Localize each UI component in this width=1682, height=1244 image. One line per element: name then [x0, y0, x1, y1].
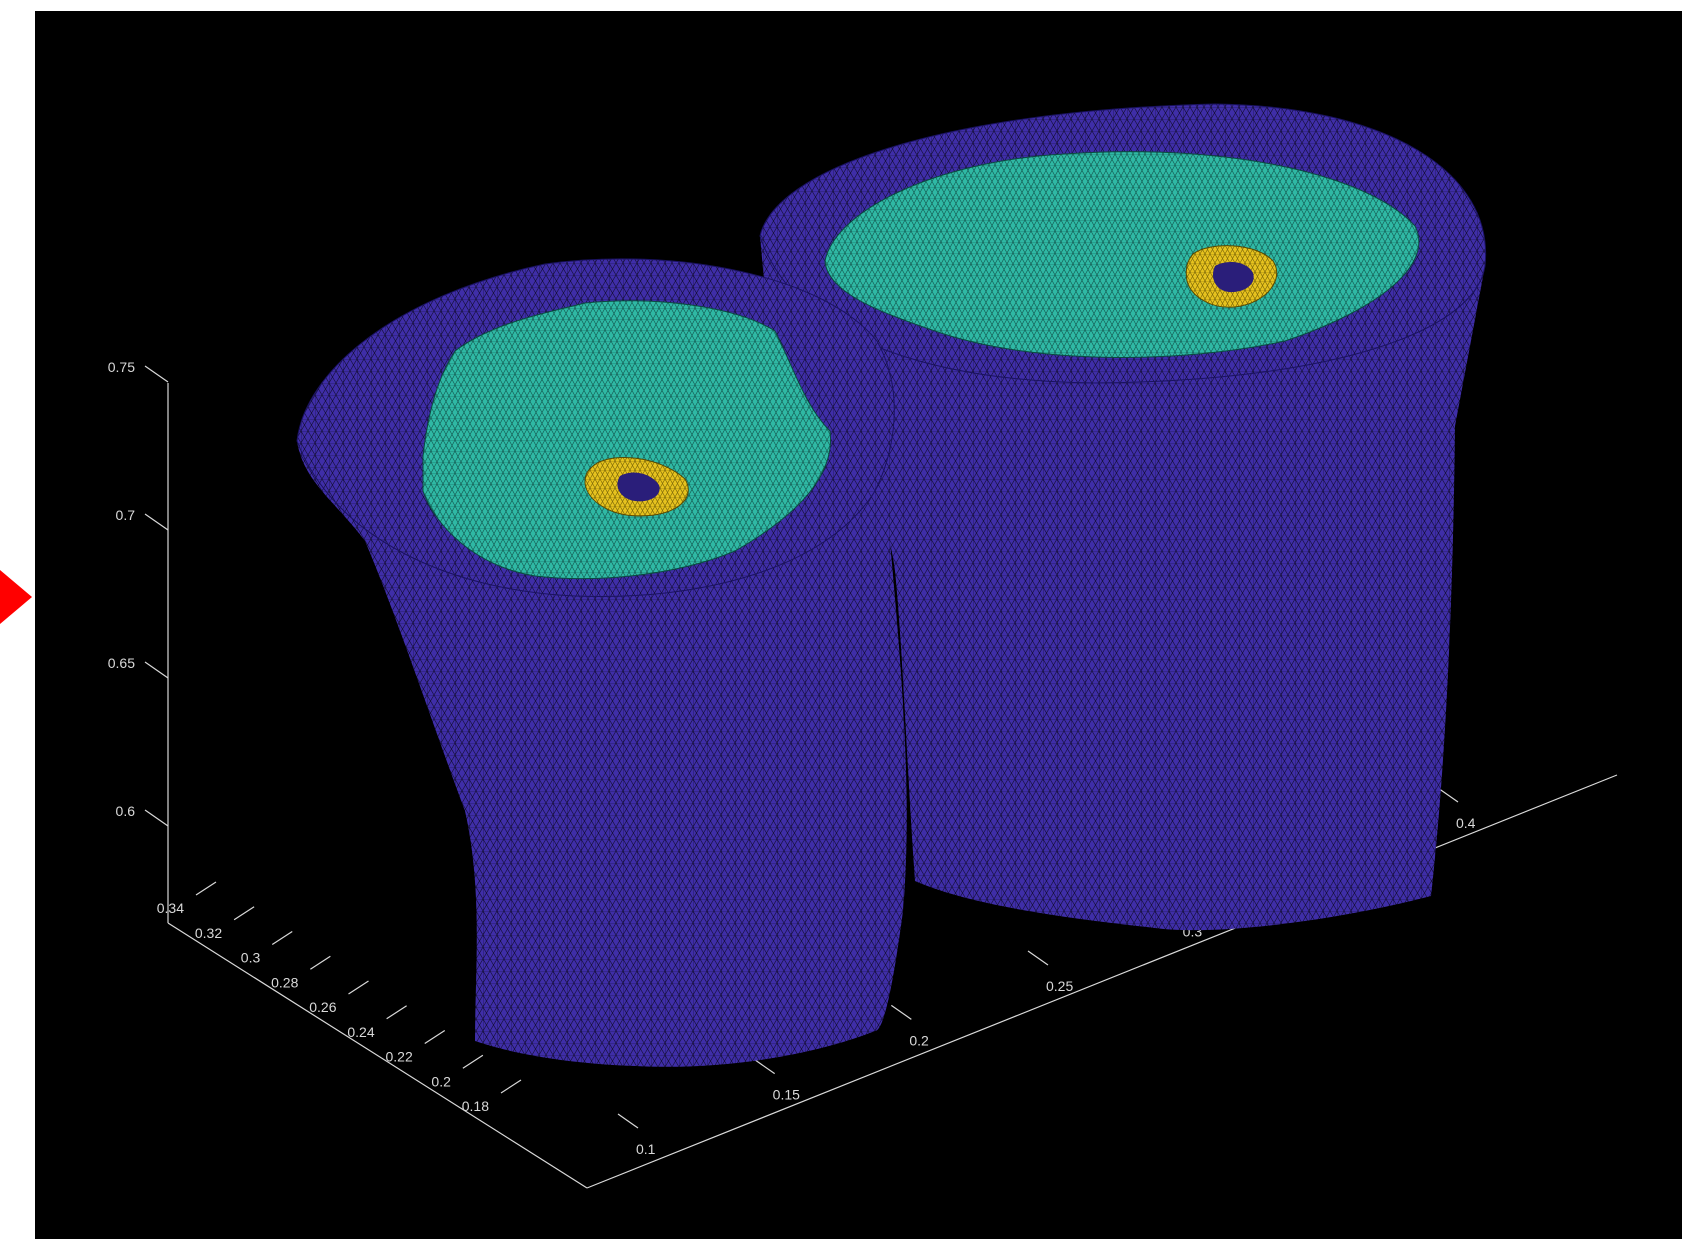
y-tick-mark	[233, 906, 255, 921]
y-tick-mark	[271, 930, 293, 946]
y-tick-label: 0.3	[241, 950, 261, 966]
x-tick-mark	[1027, 950, 1049, 966]
plot-area[interactable]: 0.6 0.65 0.7 0.75 0.18 0.2 0.22 0.24 0.26 0.28 0.…	[35, 11, 1682, 1239]
y-tick-label: 0.34	[157, 900, 184, 916]
y-tick-label: 0.26	[309, 999, 336, 1015]
x-tick-label: 0.15	[773, 1087, 800, 1103]
z-tick-label: 0.7	[116, 507, 136, 523]
z-axis-ticks: 0.6 0.65 0.7 0.75	[108, 359, 169, 827]
x-tick-label: 0.25	[1046, 978, 1073, 994]
y-tick-label: 0.2	[431, 1073, 451, 1089]
z-tick-mark	[144, 661, 169, 679]
y-tick-label: 0.18	[462, 1098, 489, 1114]
mesh-body-left	[296, 258, 907, 1067]
y-tick-mark	[348, 980, 369, 995]
x-tick-label: 0.2	[909, 1032, 929, 1048]
left-middle-region	[422, 300, 832, 580]
right-core-hole	[1212, 261, 1254, 293]
x-tick-mark	[617, 1113, 639, 1129]
y-tick-mark	[195, 881, 217, 896]
y-axis-ticks: 0.18 0.2 0.22 0.24 0.26 0.28 0.3 0.32 0.34	[157, 881, 522, 1114]
y-axis-line	[167, 922, 588, 1189]
y-tick-label: 0.32	[195, 925, 222, 941]
z-tick-mark	[144, 809, 169, 827]
y-tick-mark	[310, 955, 331, 970]
z-tick-label: 0.75	[108, 359, 135, 375]
z-tick-label: 0.65	[108, 655, 135, 671]
x-tick-mark	[1437, 787, 1459, 803]
right-middle-region	[824, 151, 1420, 358]
x-tick-label: 0.1	[636, 1141, 656, 1157]
mesh-body-right	[759, 103, 1487, 931]
mesh-plot[interactable]: 0.60.650.70.75 0.180.20.220.240.260.280.…	[35, 11, 1682, 1239]
x-tick-mark	[754, 1059, 776, 1075]
y-tick-mark	[500, 1079, 522, 1094]
red-arrow-marker-icon	[0, 570, 32, 624]
y-tick-mark	[386, 1005, 407, 1020]
x-tick-mark	[890, 1004, 912, 1020]
z-tick-label: 0.6	[116, 803, 136, 819]
y-tick-mark	[424, 1029, 446, 1045]
left-core-hole	[617, 472, 660, 502]
z-tick-mark	[144, 513, 169, 531]
axis-lines	[167, 383, 1618, 1189]
x-axis-line	[586, 774, 1618, 1189]
y-tick-label: 0.24	[347, 1024, 374, 1040]
y-tick-label: 0.28	[271, 974, 298, 990]
y-tick-label: 0.22	[386, 1049, 413, 1065]
x-tick-label: 0.4	[1456, 815, 1476, 831]
z-tick-mark	[144, 365, 169, 383]
y-tick-mark	[462, 1054, 484, 1069]
